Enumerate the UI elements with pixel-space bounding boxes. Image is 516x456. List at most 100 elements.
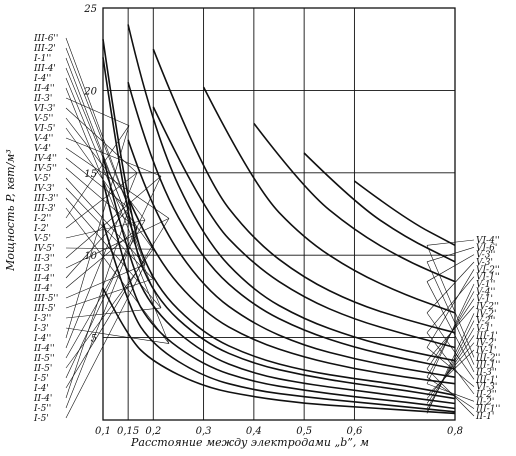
y-tick-label: 25 — [83, 4, 97, 15]
left-curve-label: V-5' — [34, 174, 51, 184]
series-line — [127, 139, 456, 378]
left-curve-label: III-3'' — [33, 194, 58, 204]
right-curve-label: VI-2'' — [476, 265, 500, 275]
left-leader-line — [65, 228, 138, 409]
right-curve-label: IV-2' — [475, 339, 496, 349]
left-curve-label: III-4' — [33, 64, 56, 74]
left-leader-line — [65, 127, 154, 250]
left-leader-line — [65, 137, 162, 177]
right-leader-line — [426, 312, 475, 380]
left-leader-line — [65, 77, 162, 309]
left-curve-label: I-5'' — [33, 404, 51, 414]
right-leader-line — [426, 376, 475, 409]
series-line — [253, 122, 456, 283]
x-tick-label: 0,6 — [346, 426, 363, 437]
left-curve-label: II-3' — [33, 94, 52, 104]
left-leader-line — [65, 264, 146, 299]
left-curve-label: I-5' — [33, 374, 49, 384]
right-curve-label: III-1'' — [475, 405, 500, 415]
right-curve-label: V-1' — [476, 324, 493, 334]
left-leader-line — [65, 97, 130, 126]
left-leader-line — [65, 172, 138, 349]
left-leader-line — [65, 107, 138, 174]
right-curve-label: IV-1' — [475, 346, 496, 356]
series-line — [102, 156, 456, 405]
right-curve-label: V-3' — [476, 258, 493, 268]
right-curve-label: VI-6' — [476, 243, 497, 253]
x-tick-label: 0,3 — [196, 426, 212, 437]
left-curve-label: V-5' — [34, 234, 51, 244]
right-curve-label: II-2'' — [475, 390, 497, 400]
label-layer: III-6''III-2'I-1''III-4'I-4''II-4''II-3'… — [33, 34, 500, 424]
left-leader-line — [65, 219, 146, 239]
left-curve-label: II-3' — [33, 264, 52, 274]
left-curve-label: VI-5' — [34, 124, 55, 134]
left-curve-label: I-4' — [33, 384, 49, 394]
left-curve-label: I-5' — [33, 414, 49, 424]
right-leader-line — [426, 254, 475, 282]
series-line — [127, 81, 456, 370]
left-curve-label: I-4'' — [33, 74, 51, 84]
left-leader-line — [65, 157, 130, 209]
x-tick-label: 0,5 — [296, 426, 312, 437]
left-curve-label: IV-5'' — [33, 164, 57, 174]
left-curve-label: IV-5' — [33, 244, 54, 254]
right-curve-label: III-1'' — [475, 361, 500, 371]
left-leader-line — [65, 207, 130, 279]
right-leader-line — [426, 276, 475, 333]
x-tick-label: 0,15 — [117, 426, 139, 437]
left-leader-line — [65, 219, 146, 359]
right-leader-line — [426, 305, 475, 361]
right-leader-line — [426, 247, 475, 263]
right-curve-label: III-1' — [475, 375, 498, 385]
right-curve-label: II-3'' — [475, 368, 497, 378]
left-curve-label: II-5' — [33, 364, 52, 374]
right-leader-line — [426, 245, 475, 358]
right-curve-label: V-1'' — [476, 280, 495, 290]
left-curve-label: III-2' — [33, 44, 56, 54]
left-leader-line — [65, 228, 138, 289]
y-tick-label: 20 — [83, 86, 97, 97]
y-tick-label: 15 — [84, 169, 97, 180]
series-line — [102, 57, 456, 400]
series-line — [353, 180, 456, 247]
left-curve-label: III-5'' — [33, 294, 58, 304]
right-curve-label: VI-3' — [476, 383, 497, 393]
right-curve-label: VI-4'' — [476, 236, 500, 246]
left-leader-line — [65, 218, 170, 389]
series-line — [152, 48, 456, 334]
leader-layer — [65, 37, 475, 419]
right-leader-line — [426, 281, 475, 373]
left-curve-label: III-3' — [33, 204, 56, 214]
x-tick-label: 0,8 — [447, 426, 463, 437]
y-tick-label: 5 — [91, 334, 97, 345]
left-leader-line — [65, 147, 170, 219]
y-axis-title: Мощность P, квт/м³ — [4, 149, 17, 272]
right-curve-label: V-2'' — [476, 317, 495, 327]
series-line — [127, 24, 456, 362]
left-curve-label: I-3' — [33, 324, 49, 334]
series-line — [127, 197, 456, 385]
left-leader-line — [65, 177, 146, 265]
right-curve-label: V-1' — [476, 295, 493, 305]
left-leader-line — [65, 197, 162, 309]
axis-layer: Расстояние между электродами „b”, м Мощн… — [4, 4, 463, 449]
series-line — [102, 287, 456, 415]
right-curve-label: IV-2' — [475, 309, 496, 319]
left-curve-label: IV-3' — [33, 184, 54, 194]
left-curve-label: V-4' — [34, 144, 51, 154]
left-leader-line — [65, 207, 130, 399]
right-curve-label: II-2' — [475, 397, 494, 407]
left-curve-label: I-1'' — [33, 54, 51, 64]
left-curve-label: III-5' — [33, 304, 56, 314]
series-line — [102, 221, 456, 413]
right-leader-line — [426, 332, 475, 395]
x-tick-label: 0,4 — [246, 426, 262, 437]
left-curve-label: VI-3' — [34, 104, 55, 114]
left-leader-line — [65, 247, 154, 250]
right-leader-line — [426, 261, 475, 314]
left-leader-line — [65, 87, 170, 344]
left-curve-label: II-4'' — [33, 274, 55, 284]
left-curve-label: I-2' — [33, 224, 49, 234]
